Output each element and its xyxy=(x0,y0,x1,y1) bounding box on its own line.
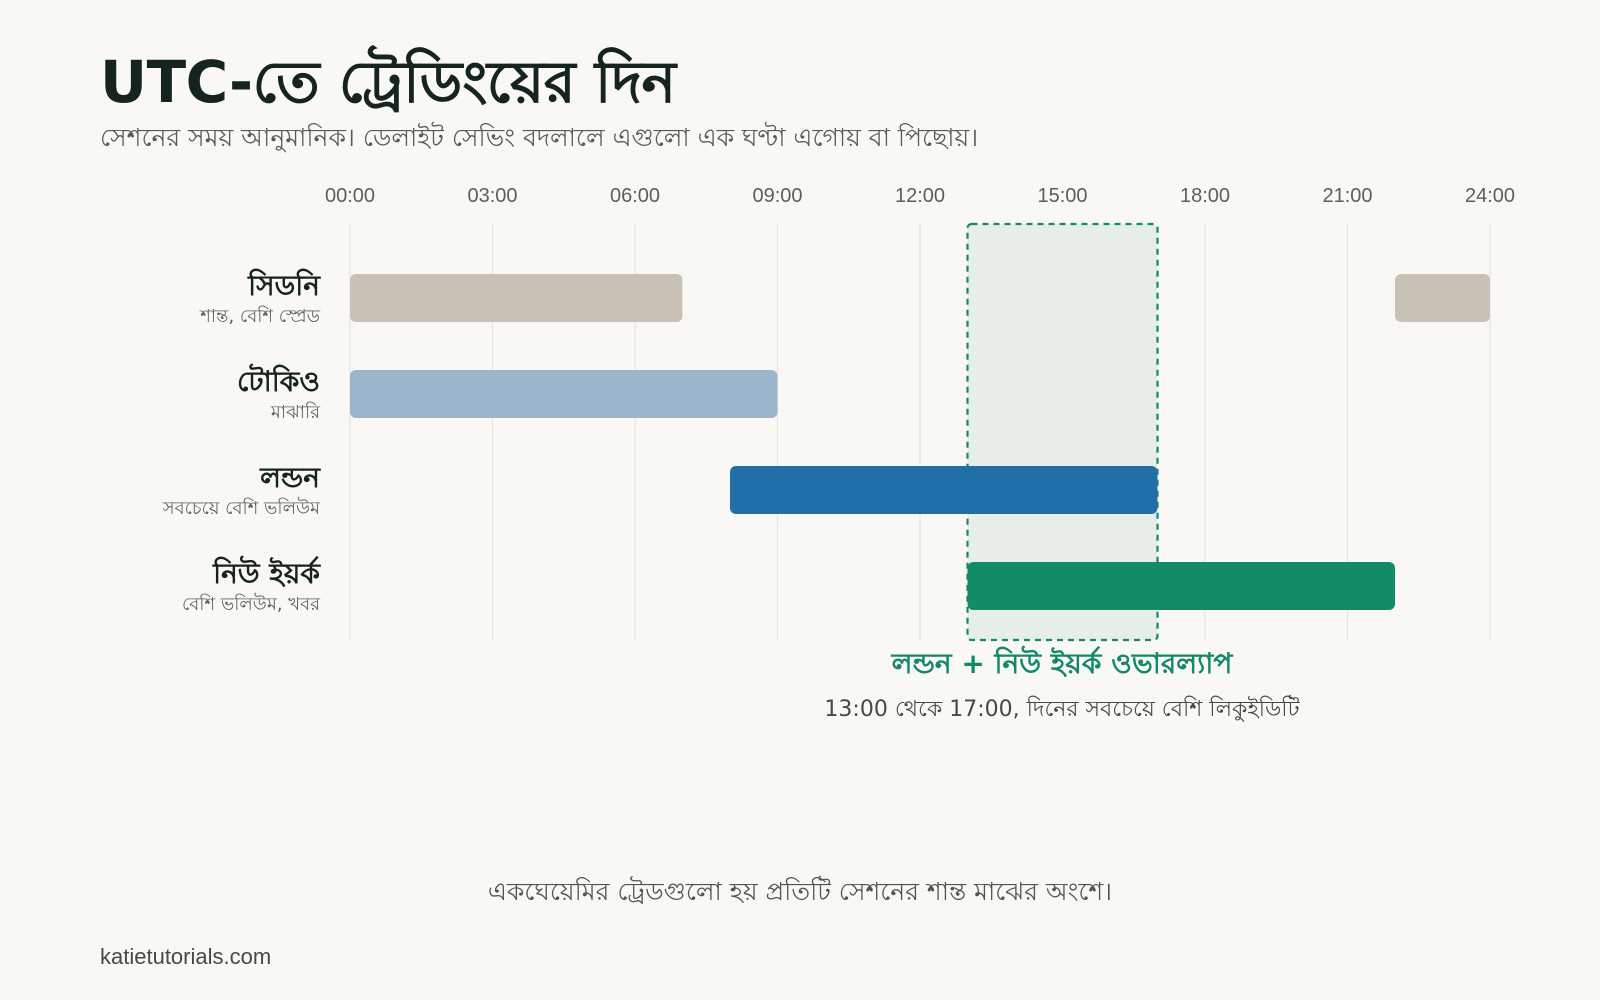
chart-subtitle: সেশনের সময় আনুমানিক। ডেলাইট সেভিং বদলাল… xyxy=(100,123,979,152)
session-bar xyxy=(1395,274,1490,322)
x-tick-label: 00:00 xyxy=(325,185,375,207)
session-name-label: লন্ডন xyxy=(259,461,321,494)
x-tick-label: 21:00 xyxy=(1322,185,1372,207)
chart-title: UTC-তে ট্রেডিংয়ের দিন xyxy=(100,48,676,116)
x-tick-label: 09:00 xyxy=(752,185,802,207)
session-name-label: টোকিও xyxy=(237,363,320,398)
x-tick-label: 24:00 xyxy=(1465,185,1515,207)
session-bar xyxy=(350,274,683,322)
site-credit: katietutorials.com xyxy=(100,944,272,969)
session-bar xyxy=(350,370,778,418)
session-name-label: সিডনি xyxy=(247,268,321,302)
session-name-label: নিউ ইয়র্ক xyxy=(212,555,321,590)
x-tick-label: 12:00 xyxy=(895,185,945,207)
overlap-highlight-band xyxy=(966,222,1159,642)
overlap-annotation-title: লন্ডন + নিউ ইয়র্ক ওভারল্যাপ xyxy=(891,645,1234,680)
x-tick-label: 18:00 xyxy=(1180,185,1230,207)
x-tick-label: 15:00 xyxy=(1037,185,1087,207)
session-note-label: সবচেয়ে বেশি ভলিউম xyxy=(162,497,321,519)
session-note-label: বেশি ভলিউম, খবর xyxy=(182,593,321,615)
session-bar xyxy=(967,562,1395,610)
session-bar xyxy=(730,466,1158,514)
session-note-label: মাঝারি xyxy=(270,402,321,423)
x-tick-label: 06:00 xyxy=(610,185,660,207)
session-note-label: শান্ত, বেশি স্প্রেড xyxy=(199,306,321,327)
overlap-annotation-note: 13:00 থেকে 17:00, দিনের সবচেয়ে বেশি লিক… xyxy=(824,695,1300,722)
footnote: একঘেয়েমির ট্রেডগুলো হয় প্রতিটি সেশনের … xyxy=(487,877,1113,906)
x-tick-label: 03:00 xyxy=(467,185,517,207)
